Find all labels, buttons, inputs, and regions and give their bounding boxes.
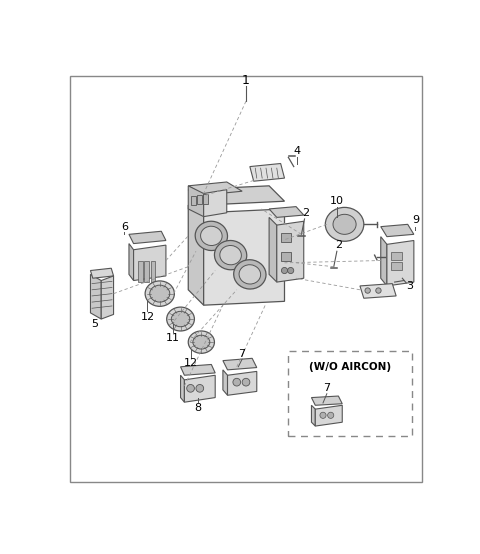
Polygon shape — [269, 217, 277, 282]
FancyBboxPatch shape — [288, 351, 411, 436]
Polygon shape — [101, 276, 114, 319]
Text: 12: 12 — [183, 358, 198, 368]
Polygon shape — [188, 205, 204, 305]
Text: (W/O AIRCON): (W/O AIRCON) — [309, 362, 391, 372]
Polygon shape — [188, 186, 285, 205]
Text: 6: 6 — [121, 222, 128, 232]
Polygon shape — [180, 365, 215, 375]
Circle shape — [233, 378, 240, 386]
Circle shape — [376, 288, 381, 293]
Polygon shape — [129, 231, 166, 244]
Ellipse shape — [239, 265, 261, 284]
Polygon shape — [277, 221, 304, 282]
Polygon shape — [129, 244, 133, 280]
Circle shape — [365, 288, 371, 293]
Ellipse shape — [188, 331, 215, 353]
Circle shape — [196, 384, 204, 392]
Ellipse shape — [215, 240, 247, 270]
Ellipse shape — [167, 307, 194, 331]
Ellipse shape — [193, 335, 210, 349]
Polygon shape — [133, 245, 166, 280]
Ellipse shape — [150, 285, 170, 302]
Polygon shape — [90, 268, 114, 278]
Circle shape — [328, 412, 334, 418]
FancyBboxPatch shape — [71, 76, 421, 483]
Text: 7: 7 — [324, 383, 330, 393]
Text: 10: 10 — [330, 196, 344, 206]
Polygon shape — [204, 209, 285, 305]
Polygon shape — [381, 237, 387, 286]
Ellipse shape — [145, 281, 174, 306]
Polygon shape — [223, 358, 257, 370]
Polygon shape — [387, 240, 414, 286]
Circle shape — [288, 268, 294, 274]
Polygon shape — [223, 370, 228, 395]
Polygon shape — [184, 375, 215, 402]
Polygon shape — [269, 207, 304, 217]
FancyBboxPatch shape — [203, 194, 208, 203]
FancyBboxPatch shape — [191, 196, 196, 205]
Polygon shape — [312, 406, 315, 426]
Text: 11: 11 — [166, 332, 180, 342]
Polygon shape — [228, 371, 257, 395]
Text: 5: 5 — [91, 320, 98, 330]
Text: 4: 4 — [293, 146, 300, 156]
Polygon shape — [312, 396, 342, 406]
Polygon shape — [315, 406, 342, 426]
Text: 2: 2 — [302, 208, 310, 218]
Text: 3: 3 — [406, 281, 413, 291]
FancyBboxPatch shape — [151, 260, 155, 282]
Polygon shape — [188, 186, 204, 217]
Ellipse shape — [171, 311, 190, 327]
Ellipse shape — [234, 260, 266, 289]
FancyBboxPatch shape — [281, 233, 291, 242]
Polygon shape — [204, 189, 227, 217]
Ellipse shape — [201, 226, 222, 245]
Text: 7: 7 — [239, 348, 246, 358]
Circle shape — [281, 268, 288, 274]
Text: 1: 1 — [242, 74, 250, 87]
Polygon shape — [180, 375, 184, 402]
FancyBboxPatch shape — [391, 262, 402, 270]
Text: 2: 2 — [335, 240, 342, 250]
FancyBboxPatch shape — [197, 195, 202, 204]
Text: 8: 8 — [195, 403, 202, 413]
Polygon shape — [360, 284, 396, 298]
Ellipse shape — [333, 214, 356, 234]
Ellipse shape — [195, 221, 228, 250]
FancyBboxPatch shape — [144, 260, 149, 282]
Circle shape — [187, 384, 194, 392]
Polygon shape — [381, 224, 414, 237]
Circle shape — [320, 412, 326, 418]
Circle shape — [242, 378, 250, 386]
Polygon shape — [90, 274, 101, 319]
FancyBboxPatch shape — [281, 252, 291, 261]
Text: 12: 12 — [140, 312, 155, 322]
Polygon shape — [250, 163, 285, 181]
FancyBboxPatch shape — [391, 252, 402, 260]
Ellipse shape — [220, 245, 241, 265]
Polygon shape — [188, 182, 242, 195]
Text: 9: 9 — [412, 216, 419, 225]
Ellipse shape — [325, 207, 364, 242]
FancyBboxPatch shape — [138, 260, 143, 282]
